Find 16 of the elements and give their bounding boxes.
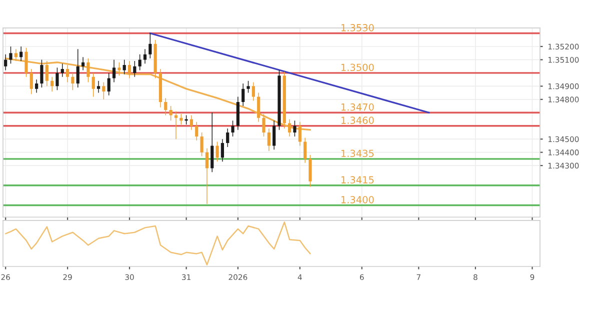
ref-line-label: 1.3530 (341, 24, 374, 32)
line-series (4, 58, 312, 131)
ref-line-label: 1.3470 (341, 103, 374, 111)
ref-line-label: 1.3460 (341, 116, 374, 124)
candlestick (96, 80, 100, 93)
candlestick (205, 148, 209, 204)
ref-line-label: 1.3400 (341, 196, 374, 204)
candlestick (174, 111, 178, 140)
candlestick (81, 57, 85, 70)
candlestick (14, 49, 18, 62)
ref-line-label: 1.3415 (341, 176, 374, 184)
ref-line-label: 1.3500 (341, 64, 374, 72)
candlestick (50, 76, 54, 92)
ref-line-label: 1.3435 (341, 150, 374, 158)
candlestick (143, 49, 147, 64)
candlestick (20, 46, 23, 62)
